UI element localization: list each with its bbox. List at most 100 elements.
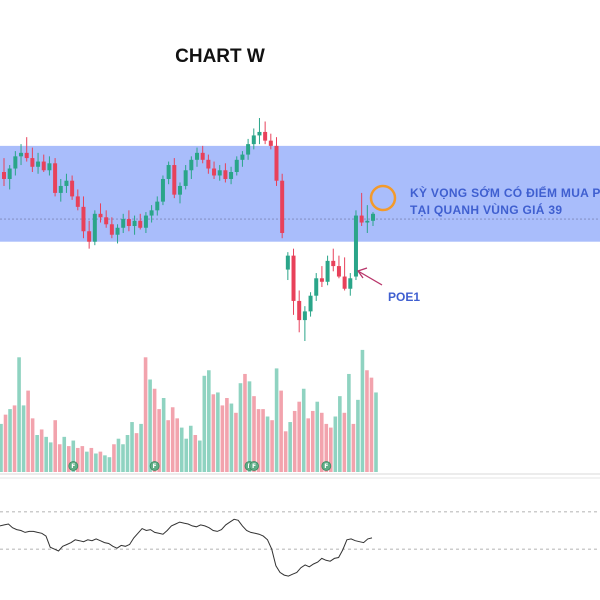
candle-body — [257, 131, 262, 136]
svg-text:F: F — [324, 463, 328, 470]
fundamental-marker[interactable]: F — [149, 461, 160, 471]
candle-body — [19, 152, 24, 157]
chart-title: CHART W — [175, 46, 265, 67]
volume-bar — [94, 453, 98, 472]
volume-bar — [30, 418, 35, 472]
candle-body — [291, 255, 296, 301]
svg-text:F: F — [71, 463, 75, 470]
candle-body — [121, 219, 126, 228]
volume-bar — [256, 409, 261, 472]
volume-bar — [270, 420, 274, 472]
volume-bar — [265, 416, 270, 472]
candle-body — [195, 152, 200, 160]
volume-bar — [261, 409, 265, 472]
candle-body — [149, 210, 154, 216]
candle-body — [189, 159, 194, 171]
volume-bar — [338, 396, 342, 472]
candle-body — [365, 220, 370, 223]
candle-body — [359, 215, 364, 223]
volume-bar — [48, 442, 53, 472]
volume-bar — [0, 423, 3, 472]
volume-bar — [53, 420, 58, 472]
candle-body — [75, 196, 80, 207]
candle-body — [2, 172, 6, 179]
candles-group — [2, 118, 375, 341]
candle-body — [160, 178, 165, 202]
volume-bar — [216, 392, 220, 472]
volume-bar — [175, 418, 180, 472]
volume-bar — [356, 399, 360, 472]
fundamental-marker[interactable]: F — [249, 461, 259, 471]
volume-bar — [39, 429, 44, 472]
volume-bar — [234, 412, 238, 472]
volume-bar — [80, 446, 85, 472]
volume-bar — [57, 444, 62, 472]
candle-body — [223, 170, 228, 179]
volume-bar — [238, 383, 243, 472]
volume-bar — [166, 420, 170, 472]
volume-bar — [148, 379, 152, 472]
candle-body — [30, 158, 35, 167]
volume-bar — [125, 435, 130, 472]
buy-point-circle — [369, 184, 397, 212]
volume-bar — [197, 440, 202, 472]
volume-bar — [324, 423, 329, 472]
volume-bar — [229, 403, 234, 472]
candle-body — [70, 180, 75, 197]
volume-bar — [66, 446, 71, 472]
candle-body — [58, 185, 63, 193]
candle-body — [240, 154, 245, 160]
candle-body — [87, 231, 92, 242]
fundamental-markers-group: FFFFF — [68, 461, 332, 471]
candle-body — [319, 278, 324, 282]
volume-bar — [333, 416, 338, 472]
fundamental-marker[interactable]: F — [321, 461, 332, 471]
volume-bar — [44, 436, 48, 472]
candle-body — [36, 161, 41, 167]
candle-body — [331, 260, 336, 267]
volume-bar — [252, 396, 256, 472]
volume-bar — [184, 438, 189, 472]
candle-body — [348, 278, 353, 289]
candle-body — [143, 215, 148, 228]
volume-bar — [152, 388, 157, 472]
volume-bar — [62, 436, 67, 472]
volume-bar — [301, 388, 306, 472]
volume-bar — [247, 381, 252, 472]
volume-bar — [17, 357, 21, 472]
candle-body — [342, 276, 347, 289]
poe1-arrow — [357, 270, 383, 286]
candle-body — [206, 159, 211, 169]
volume-bar — [360, 349, 365, 472]
volume-bar — [297, 401, 301, 472]
volume-bar — [292, 410, 297, 472]
poe1-label: POE1 — [388, 290, 420, 304]
volume-bar — [365, 370, 369, 472]
volume-bar — [193, 435, 198, 472]
volume-bar — [21, 405, 26, 472]
candle-body — [371, 213, 375, 221]
volume-bar — [26, 390, 30, 472]
volume-bar — [211, 394, 216, 472]
volume-bar — [329, 427, 333, 472]
volume-bar — [351, 423, 356, 472]
volume-bar — [225, 398, 229, 472]
fundamental-marker[interactable]: F — [68, 461, 79, 471]
candle-body — [7, 168, 12, 179]
volume-bars-group — [0, 349, 378, 472]
volume-bar — [130, 422, 134, 472]
volume-bar — [170, 407, 175, 472]
candle-body — [166, 165, 171, 179]
svg-text:F: F — [153, 463, 157, 470]
volume-bar — [310, 410, 315, 472]
poe1-arrow-head — [356, 267, 368, 279]
candle-body — [263, 131, 268, 141]
volume-bar — [139, 423, 143, 472]
candle-body — [132, 220, 137, 227]
volume-bar — [76, 447, 80, 472]
candle-body — [285, 255, 290, 270]
volume-bar — [179, 427, 184, 472]
volume-bar — [112, 444, 116, 472]
candle-body — [234, 159, 239, 173]
candle-body — [280, 180, 285, 233]
